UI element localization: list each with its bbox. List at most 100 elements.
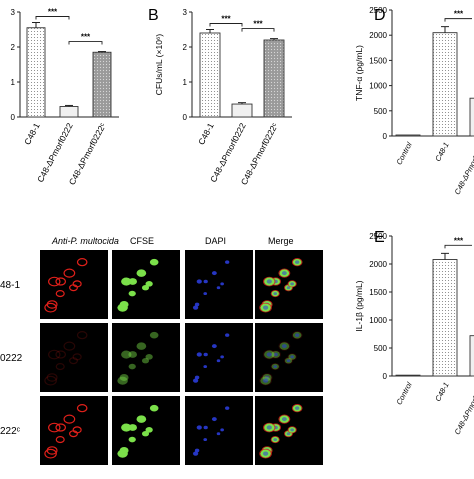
blue-nucleus-stain — [266, 425, 272, 430]
blue-nucleus-stain — [203, 425, 208, 430]
y-tick-label: 2 — [183, 43, 188, 52]
red-cell-stain — [287, 353, 297, 361]
x-category-label: C48-ΔPmorf0222 — [453, 380, 474, 436]
red-cell-stain — [55, 436, 65, 444]
red-cell-stain — [259, 375, 272, 386]
microscopy-column-header: Anti-P. multocida — [51, 236, 119, 246]
microscopy-image-tile — [112, 396, 180, 465]
blue-nucleus-stain — [203, 279, 208, 284]
x-category-label: Control — [394, 380, 413, 406]
blue-nucleus-stain — [286, 432, 291, 436]
blue-nucleus-stain — [273, 292, 278, 296]
red-cell-stain — [55, 277, 66, 286]
blue-nucleus-stain — [266, 352, 272, 357]
green-cell-stain — [121, 277, 132, 286]
green-cell-stain — [121, 350, 132, 359]
red-cell-stain — [76, 404, 88, 413]
blue-nucleus-stain — [286, 359, 291, 363]
significance-bracket — [209, 23, 243, 27]
microscopy-image-tile — [185, 396, 253, 465]
significance-label: *** — [454, 10, 464, 19]
green-cell-stain — [136, 415, 147, 423]
y-tick-label: 2000 — [369, 31, 387, 40]
blue-nucleus-stain — [273, 365, 278, 369]
microscopy-column-header: Merge — [268, 236, 294, 246]
blue-nucleus-stain — [203, 292, 208, 296]
blue-nucleus-stain — [216, 432, 221, 436]
y-tick-label: 1000 — [369, 82, 387, 91]
green-cell-stain — [141, 430, 150, 437]
green-cell-stain — [149, 404, 159, 412]
red-cell-stain — [44, 448, 57, 459]
red-cell-stain — [76, 331, 88, 340]
microscopy-panel: Anti-P. multocida CFSE DAPI Merge 48-1 0222 22… — [0, 236, 323, 465]
y-tick-label: 3 — [11, 8, 16, 17]
green-cell-stain — [149, 331, 159, 339]
bar — [395, 134, 421, 137]
blue-nucleus-stain — [290, 428, 294, 432]
x-category-label: C48-1 — [22, 121, 42, 146]
green-cell-stain — [128, 363, 136, 370]
bar — [469, 97, 474, 137]
red-cell-stain — [72, 280, 82, 288]
red-cell-stain — [278, 341, 291, 351]
red-cell-stain — [48, 422, 61, 433]
significance-bracket — [35, 16, 70, 20]
microscopy-row-label: 0222 — [0, 353, 23, 364]
green-cell-stain — [145, 427, 153, 433]
y-tick-label: 0 — [383, 372, 388, 381]
x-category-label: C48-1 — [196, 121, 216, 146]
blue-nucleus-stain — [262, 451, 269, 456]
microscopy-image-tile — [255, 323, 323, 392]
significance-bracket — [68, 41, 103, 45]
green-cell-stain — [136, 342, 147, 350]
y-tick-label: 1000 — [369, 316, 387, 325]
blue-nucleus-stain — [295, 260, 300, 264]
red-cell-stain — [55, 350, 66, 359]
x-category-label: C48-ΔPmorf0222 — [35, 121, 75, 184]
blue-nucleus-stain — [220, 355, 224, 359]
blue-nucleus-stain — [281, 344, 287, 349]
microscopy-image-tile — [185, 323, 253, 392]
bar — [469, 335, 474, 377]
x-category-label: C48-1 — [433, 381, 451, 403]
blue-nucleus-stain — [211, 271, 217, 276]
y-tick-label: 1500 — [369, 288, 387, 297]
y-tick-label: 0 — [11, 113, 16, 122]
blue-nucleus-stain — [220, 282, 224, 286]
y-tick-label: 0 — [383, 132, 388, 141]
red-cell-stain — [263, 349, 276, 360]
y-axis-label: TNF-α (pg/mL) — [354, 45, 364, 101]
green-cell-stain — [119, 374, 129, 381]
red-cell-stain — [55, 423, 66, 432]
significance-label: *** — [48, 8, 58, 17]
y-tick-label: 1 — [183, 78, 188, 87]
y-tick-label: 2000 — [369, 260, 387, 269]
red-cell-stain — [287, 280, 297, 288]
blue-nucleus-stain — [203, 438, 208, 442]
red-cell-stain — [44, 302, 57, 313]
x-category-label: C48-ΔPmorf0222 — [453, 140, 474, 196]
y-tick-label: 0 — [183, 113, 188, 122]
microscopy-row-label: 222ᶜ — [0, 426, 21, 437]
blue-nucleus-stain — [264, 375, 270, 380]
chart-panel-d: 0 500 1000 1500 2000 2500 TNF-α (pg/mL) Control… — [354, 6, 474, 196]
red-cell-stain — [55, 290, 65, 298]
green-cell-stain — [128, 351, 137, 358]
blue-nucleus-stain — [211, 417, 217, 422]
red-cell-stain — [263, 276, 276, 287]
microscopy-column-header: DAPI — [205, 236, 226, 246]
blue-nucleus-stain — [211, 344, 217, 349]
bar — [199, 32, 221, 118]
red-cell-stain — [48, 349, 61, 360]
y-tick-label: 1500 — [369, 56, 387, 65]
red-cell-stain — [48, 276, 61, 287]
red-cell-stain — [270, 290, 280, 298]
red-cell-stain — [44, 375, 57, 386]
red-cell-stain — [76, 258, 88, 267]
bar — [432, 32, 458, 137]
significance-label: *** — [221, 15, 231, 24]
y-tick-label: 2 — [11, 43, 16, 52]
green-cell-stain — [128, 436, 136, 443]
red-cell-stain — [270, 363, 280, 371]
